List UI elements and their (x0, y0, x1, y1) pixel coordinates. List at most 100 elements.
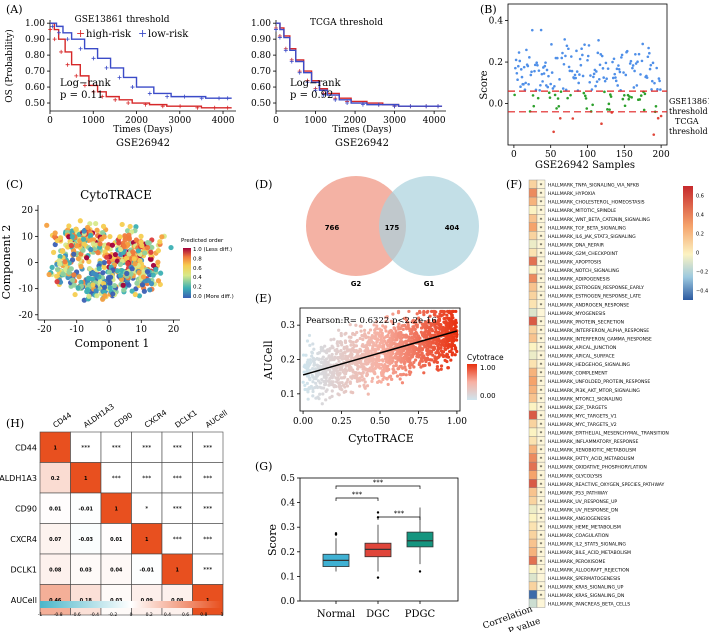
pvalue-star: * (540, 192, 543, 198)
cell-point (338, 340, 343, 344)
cell-point (379, 380, 383, 384)
cell-point (449, 358, 453, 362)
y-tick-label: 0.0 (281, 597, 296, 607)
cell-point (365, 371, 369, 376)
cell-point (380, 334, 384, 338)
cell-point (418, 348, 422, 352)
censor-mark (65, 37, 70, 42)
x-tick-label: 200 (653, 150, 670, 160)
cell-point (52, 234, 58, 240)
sample-point (574, 76, 578, 80)
cell-point (380, 331, 384, 335)
heatmap-cell (131, 553, 163, 585)
cell-point (133, 224, 139, 230)
correlation-cell (528, 402, 538, 412)
censor-mark (91, 89, 96, 94)
pathway-label: HALLMARK_SPERMATOGENESIS (548, 576, 620, 582)
sample-point (611, 60, 614, 64)
sample-point (651, 61, 655, 65)
cell-point (440, 328, 444, 332)
panel-h: (H) 1 *** *** *** *** *** 0.2 1 *** *** *** *** 0.01… (0, 402, 229, 618)
b-points (513, 28, 663, 136)
cell-point (104, 245, 110, 251)
cell-point (311, 394, 315, 398)
sample-point (614, 79, 618, 83)
sample-point (578, 57, 582, 61)
x-tick-label: 4000 (423, 116, 446, 126)
c-x-ticks: -20 -10 0 10 20 (37, 320, 180, 335)
cell-point (80, 247, 86, 253)
x-tick-label: 0 (511, 150, 517, 160)
cell-point (396, 309, 401, 314)
censor-mark (424, 104, 429, 109)
cell-point (305, 369, 309, 373)
cell-point (343, 340, 348, 345)
pathway-label: HALLMARK_UV_RESPONSE_UP (548, 499, 617, 505)
cell-point (421, 363, 425, 368)
y-tick-label: 0 (27, 259, 33, 269)
cell-point (429, 322, 434, 326)
sample-point (563, 38, 566, 41)
pathway-label: HALLMARK_APOPTOSIS (548, 260, 601, 266)
y-tick-label: 0.3 (281, 523, 296, 533)
cell-point (306, 397, 310, 401)
pathway-label: HALLMARK_UNFOLDED_PROTEIN_RESPONSE (548, 379, 650, 385)
heatmap-cell (100, 462, 132, 494)
c-xlabel: Component 1 (75, 337, 150, 350)
cell-point (394, 329, 398, 333)
cell-point (442, 343, 446, 347)
legend-tick-label: 0.6 (193, 266, 202, 272)
censor-mark (289, 59, 294, 64)
correlation-cell (528, 504, 538, 514)
pvalue-star: * (540, 568, 543, 574)
censor-mark (100, 94, 105, 99)
y-tick-label: 1.00 (251, 19, 271, 29)
cell-point (449, 311, 453, 315)
panel-c-label: (C) (6, 178, 23, 191)
cell-value: 0.2 (51, 476, 60, 482)
y-tick-label: 0.80 (251, 51, 271, 61)
cell-point (350, 352, 354, 357)
sample-point (605, 77, 608, 80)
cell-point (428, 314, 432, 318)
colorbar-tick-label: 0 (130, 612, 133, 618)
heatmap-cell (192, 431, 224, 463)
cell-point (315, 372, 320, 376)
cell-point (136, 269, 142, 276)
pathway-label: HALLMARK_OXIDATIVE_PHOSPHORYLATION (548, 465, 647, 471)
c-y-ticks: -20 -10 0 10 20 (19, 206, 38, 321)
cell-point (329, 338, 333, 342)
cell-point (384, 329, 388, 333)
cell-point (73, 226, 79, 232)
correlation-cell (528, 265, 538, 275)
cell-point (332, 367, 336, 371)
sample-point (546, 85, 550, 89)
sample-point (588, 80, 592, 84)
cell-point (306, 387, 310, 392)
cell-point (361, 371, 365, 375)
row-label: DCLK1 (10, 565, 37, 574)
correlation-cell (528, 256, 538, 266)
cell-point (391, 338, 395, 342)
sample-point (597, 77, 601, 81)
cell-point (339, 349, 343, 353)
a2-x-ticks: 0 1000 2000 3000 4000 (273, 111, 446, 126)
y-tick-label: 0.60 (251, 83, 271, 93)
x-tick-label: 1000 (82, 116, 105, 126)
pvalue-star: * (540, 320, 543, 326)
censor-mark (345, 101, 350, 106)
sample-point (523, 88, 527, 91)
cell-value: 0.08 (49, 567, 62, 573)
a2-y-ticks: 0.50 0.60 0.70 0.80 0.90 1.00 (251, 19, 276, 109)
cell-point (432, 345, 436, 349)
cell-significance: *** (142, 475, 151, 482)
cell-significance: *** (203, 444, 212, 451)
cell-point (424, 333, 428, 338)
cell-point (430, 327, 434, 332)
cell-significance: *** (173, 505, 182, 512)
pvalue-star: * (540, 234, 543, 240)
pathway-label: HALLMARK_UV_RESPONSE_DN (548, 507, 618, 513)
correlation-cell (528, 179, 538, 189)
x-tick-label: 3000 (383, 116, 406, 126)
